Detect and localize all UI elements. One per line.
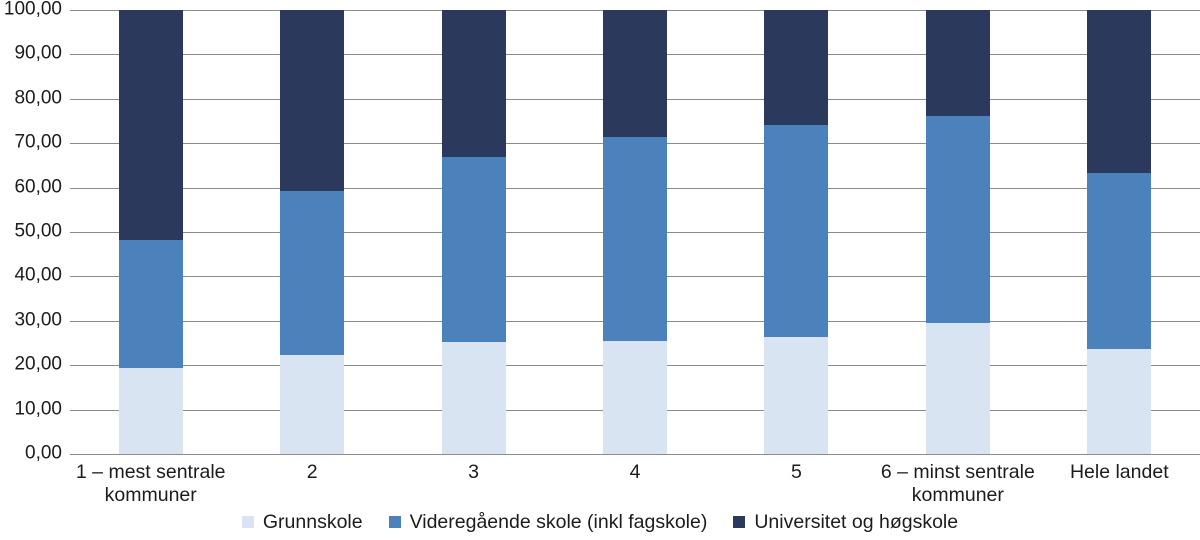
bar-segment-videregaende [925,116,990,324]
x-tick-label: 1 – mest sentrale kommuner [75,461,226,506]
legend-swatch [241,516,254,528]
bar-segment-universitet [925,10,990,117]
legend-item: Grunnskole [241,510,363,534]
bar-segment-universitet [118,10,183,240]
x-tick-label: 4 [629,461,641,483]
bar-segment-videregaende [764,125,829,337]
y-tick-label: 80,00 [14,87,62,109]
bar-segment-grunnskole [280,355,345,454]
legend-label: Grunnskole [262,510,363,533]
y-tick-label: 60,00 [14,176,62,198]
bar-segment-grunnskole [603,340,667,454]
legend-swatch [733,516,746,528]
y-axis: 0,00 10,00 20,00 30,00 40,00 50,00 60,00 70,00 8… [0,0,62,464]
bar-segment-videregaende [603,136,667,341]
bar-segment-grunnskole [764,336,829,454]
gridline [70,454,1200,455]
y-tick-label: 40,00 [14,264,62,286]
y-tick-label: 100,00 [3,0,62,20]
legend-label: Videregående skole (inkl fagskole) [409,510,708,533]
bar-segment-universitet [280,10,345,191]
bar-segment-videregaende [280,190,345,355]
x-tick-label: 5 [790,461,802,483]
bar-segment-videregaende [441,156,506,343]
bar-segment-universitet [603,10,667,137]
y-tick-label: 70,00 [14,131,62,153]
plot-area [70,10,1200,455]
x-tick-label: 6 – minst sentrale kommuner [880,461,1035,506]
y-tick-label: 90,00 [14,42,62,64]
x-tick-label: 3 [468,461,479,483]
y-tick-label: 10,00 [14,398,62,420]
x-axis: 1 – mest sentrale kommuner 2 3 4 5 6 – minst … [70,461,1200,513]
x-tick-label: Hele landet [1069,461,1169,483]
y-tick-label: 50,00 [14,220,62,242]
bar-segment-universitet [1087,10,1152,174]
legend: Grunnskole Videregående skole (inkl fagsk… [0,509,1200,535]
y-tick-label: 30,00 [14,309,62,331]
legend-item: Videregående skole (inkl fagskole) [388,510,708,534]
bar-segment-universitet [764,10,829,126]
bar-segment-grunnskole [441,342,506,454]
y-tick-label: 20,00 [14,353,62,375]
legend-label: Universitet og høgskole [754,510,959,533]
bar-segment-videregaende [1087,173,1152,350]
bar-segment-grunnskole [1087,349,1152,454]
bar-segment-grunnskole [925,323,990,454]
bar-segment-universitet [441,10,506,157]
legend-swatch [388,516,401,528]
legend-item: Universitet og høgskole [733,511,958,534]
x-tick-label: 2 [306,461,318,483]
bar-segment-videregaende [118,239,183,369]
y-tick-label: 0,00 [25,442,62,464]
bar-segment-grunnskole [118,368,183,454]
